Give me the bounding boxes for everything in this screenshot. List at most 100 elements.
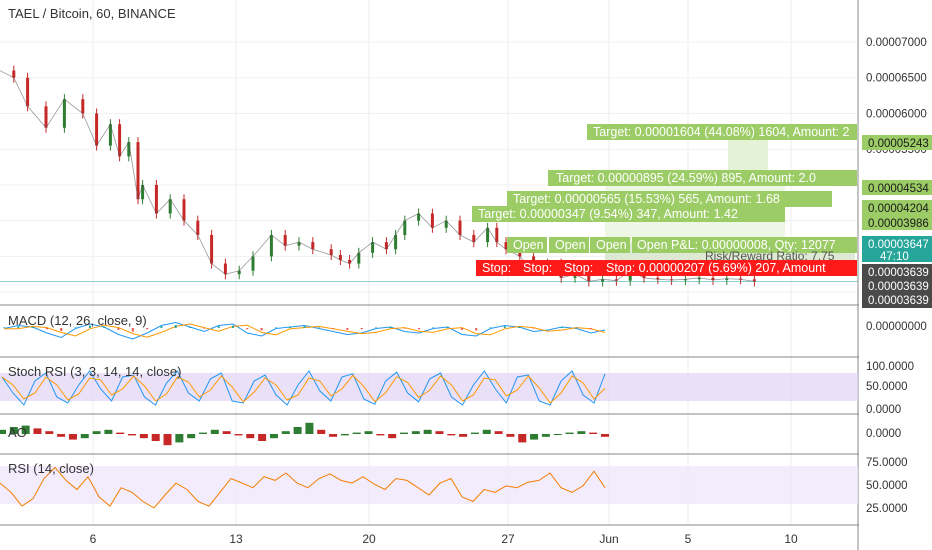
macd-histogram-bar <box>174 325 177 328</box>
time-tick-label: Jun <box>599 532 618 546</box>
ao-bar <box>269 434 278 439</box>
stop-label-extra: Stop: Stop: Stop: 0.00000207 (5.69%) 207… <box>523 261 826 275</box>
macd-histogram-bar <box>375 327 378 328</box>
price-candle <box>573 274 577 278</box>
macd-histogram-bar <box>317 327 320 328</box>
macd-histogram-bar <box>575 327 578 328</box>
ao-bar <box>470 432 479 434</box>
target-text-1: Target: 0.00001604 (44.08%) 1604, Amount… <box>593 125 849 139</box>
macd-axis-label: 0.00000000 <box>866 321 927 333</box>
ao-bar <box>340 434 349 436</box>
ao-bar <box>376 434 385 436</box>
price-candle <box>601 279 605 282</box>
rsi-band <box>0 466 858 504</box>
ao-bar <box>21 425 30 434</box>
ao-bar <box>187 434 196 439</box>
price-candle <box>587 274 591 282</box>
price-candle <box>237 270 241 275</box>
ao-bar <box>116 432 125 434</box>
badge-green-3-text: 0.00004204 <box>868 203 929 215</box>
macd-histogram-bar <box>146 328 149 330</box>
ao-bar <box>589 432 598 434</box>
macd-histogram-bar <box>17 326 20 328</box>
ao-bar <box>128 434 137 436</box>
ao-bar <box>45 431 54 434</box>
price-tick-label: 0.00006000 <box>866 108 927 120</box>
open-text-2: Open <box>555 238 586 252</box>
price-candle <box>154 184 158 214</box>
ao-bar <box>530 434 539 440</box>
macd-histogram-bar <box>489 327 492 328</box>
risk-reward-text: Risk/Reward Ratio: 7.75 <box>705 249 835 263</box>
ao-bar <box>553 434 562 435</box>
badge-green-3: 0.00004204 <box>862 200 932 215</box>
ao-bar <box>364 431 373 434</box>
badge-dark-3: 0.00003639 <box>868 295 929 307</box>
price-candle <box>711 277 715 280</box>
ao-bar <box>565 432 574 434</box>
ao-axis-label: 0.0000 <box>866 428 901 440</box>
target-label-2[interactable]: Target: 0.00000895 (24.59%) 895, Amount:… <box>548 170 857 186</box>
open-pnl-label[interactable]: Open P&L: 0.00000008, Qty: 12077 <box>632 237 857 253</box>
price-candle <box>44 106 48 128</box>
target-label-4[interactable]: Target: 0.00000347 (9.54%) 347, Amount: … <box>472 206 785 222</box>
macd-histogram-bar <box>60 328 63 331</box>
price-candle <box>495 227 499 243</box>
macd-histogram-bar <box>475 328 478 331</box>
rsi-axis-50: 50.0000 <box>866 480 908 492</box>
ao-bar <box>305 422 314 434</box>
price-candle <box>81 99 85 114</box>
ao-bar <box>210 429 219 434</box>
price-candle <box>108 124 112 146</box>
ao-bar <box>281 431 290 434</box>
ao-bar <box>258 434 267 441</box>
stoch-series <box>1 370 606 406</box>
ao-bar <box>57 434 66 437</box>
ao-series <box>0 422 609 446</box>
badge-dark-1: 0.00003639 <box>868 267 929 279</box>
price-candle <box>62 99 66 128</box>
macd-histogram-bar <box>131 328 134 332</box>
price-candle <box>504 242 508 250</box>
open-label-3[interactable]: Open <box>590 237 630 253</box>
open-label-2[interactable]: Open <box>549 237 589 253</box>
price-candle <box>486 227 490 243</box>
target-label-1[interactable]: Target: 0.00001604 (44.08%) 1604, Amount… <box>587 124 857 140</box>
ao-bar <box>577 431 586 434</box>
ao-bar <box>293 427 302 434</box>
price-candle <box>444 220 448 228</box>
price-tick-label: 0.00007000 <box>866 37 927 49</box>
price-candle <box>472 234 476 243</box>
price-candle <box>683 279 687 281</box>
badge-dark-2: 0.00003639 <box>868 281 929 293</box>
stoch-axis-100: 100.0000 <box>866 361 914 373</box>
ao-bar <box>494 431 503 434</box>
stop-label[interactable]: Stop: <box>476 260 857 276</box>
macd-histogram-bar <box>74 327 77 328</box>
price-candle <box>136 142 140 200</box>
ao-bar <box>9 427 18 434</box>
target-text-4: Target: 0.00000347 (9.54%) 347, Amount: … <box>478 207 738 221</box>
macd-histogram-bar <box>189 326 192 328</box>
badge-countdown: 47:10 <box>880 251 909 263</box>
grid-lines <box>0 0 858 525</box>
target-label-3[interactable]: Target: 0.00000565 (15.53%) 565, Amount:… <box>507 191 832 207</box>
macd-histogram-bar <box>3 327 5 328</box>
open-label-1[interactable]: Open <box>507 237 547 253</box>
ao-bar <box>400 432 408 434</box>
time-tick-label: 5 <box>685 532 692 546</box>
price-candle <box>223 263 227 275</box>
ao-bar <box>506 434 515 437</box>
macd-histogram-bar <box>360 328 363 330</box>
price-tick-label: 0.00006500 <box>866 73 927 85</box>
ao-bar <box>0 429 6 434</box>
ao-bar <box>151 434 160 441</box>
price-candle <box>251 256 255 271</box>
macd-histogram-bar <box>346 328 349 330</box>
price-candle <box>614 279 618 281</box>
ao-bar <box>33 428 42 434</box>
ao-bar <box>447 434 456 436</box>
ao-bar <box>68 434 77 440</box>
target-text-3: Target: 0.00000565 (15.53%) 565, Amount:… <box>513 192 780 206</box>
